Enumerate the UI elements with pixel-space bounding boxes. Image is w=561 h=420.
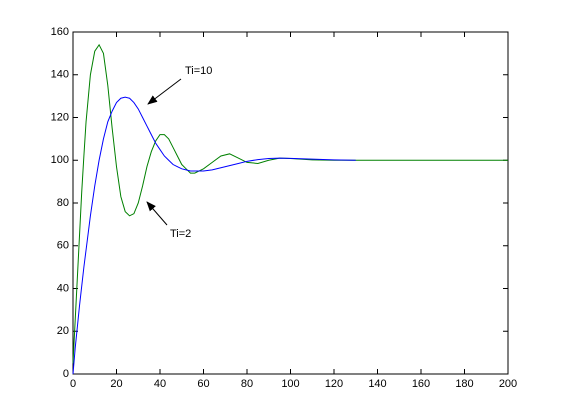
x-tick-label: 200 bbox=[499, 378, 517, 390]
y-tick-label: 160 bbox=[51, 26, 69, 38]
y-tick-label: 40 bbox=[57, 282, 69, 294]
x-tick-label: 180 bbox=[455, 378, 473, 390]
x-tick-label: 100 bbox=[281, 378, 299, 390]
y-tick-label: 60 bbox=[57, 240, 69, 252]
y-tick-label: 120 bbox=[51, 111, 69, 123]
x-tick-label: 40 bbox=[154, 378, 166, 390]
y-tick-label: 20 bbox=[57, 325, 69, 337]
annotation: Ti=10 bbox=[185, 65, 212, 77]
x-tick-label: 20 bbox=[110, 378, 122, 390]
x-tick-label: 0 bbox=[70, 378, 76, 390]
annotation-arrow bbox=[146, 201, 168, 226]
plot-area bbox=[72, 31, 509, 375]
x-tick-label: 140 bbox=[368, 378, 386, 390]
y-tick-label: 80 bbox=[57, 197, 69, 209]
x-tick-label: 120 bbox=[325, 378, 343, 390]
y-tick-label: 0 bbox=[63, 368, 69, 380]
annotation: Ti=2 bbox=[170, 228, 191, 240]
series-line bbox=[72, 96, 356, 375]
annotation-arrow bbox=[147, 78, 182, 105]
y-tick-label: 100 bbox=[51, 154, 69, 166]
y-tick-label: 140 bbox=[51, 69, 69, 81]
x-tick-label: 160 bbox=[412, 378, 430, 390]
x-tick-label: 80 bbox=[241, 378, 253, 390]
x-tick-label: 60 bbox=[197, 378, 209, 390]
